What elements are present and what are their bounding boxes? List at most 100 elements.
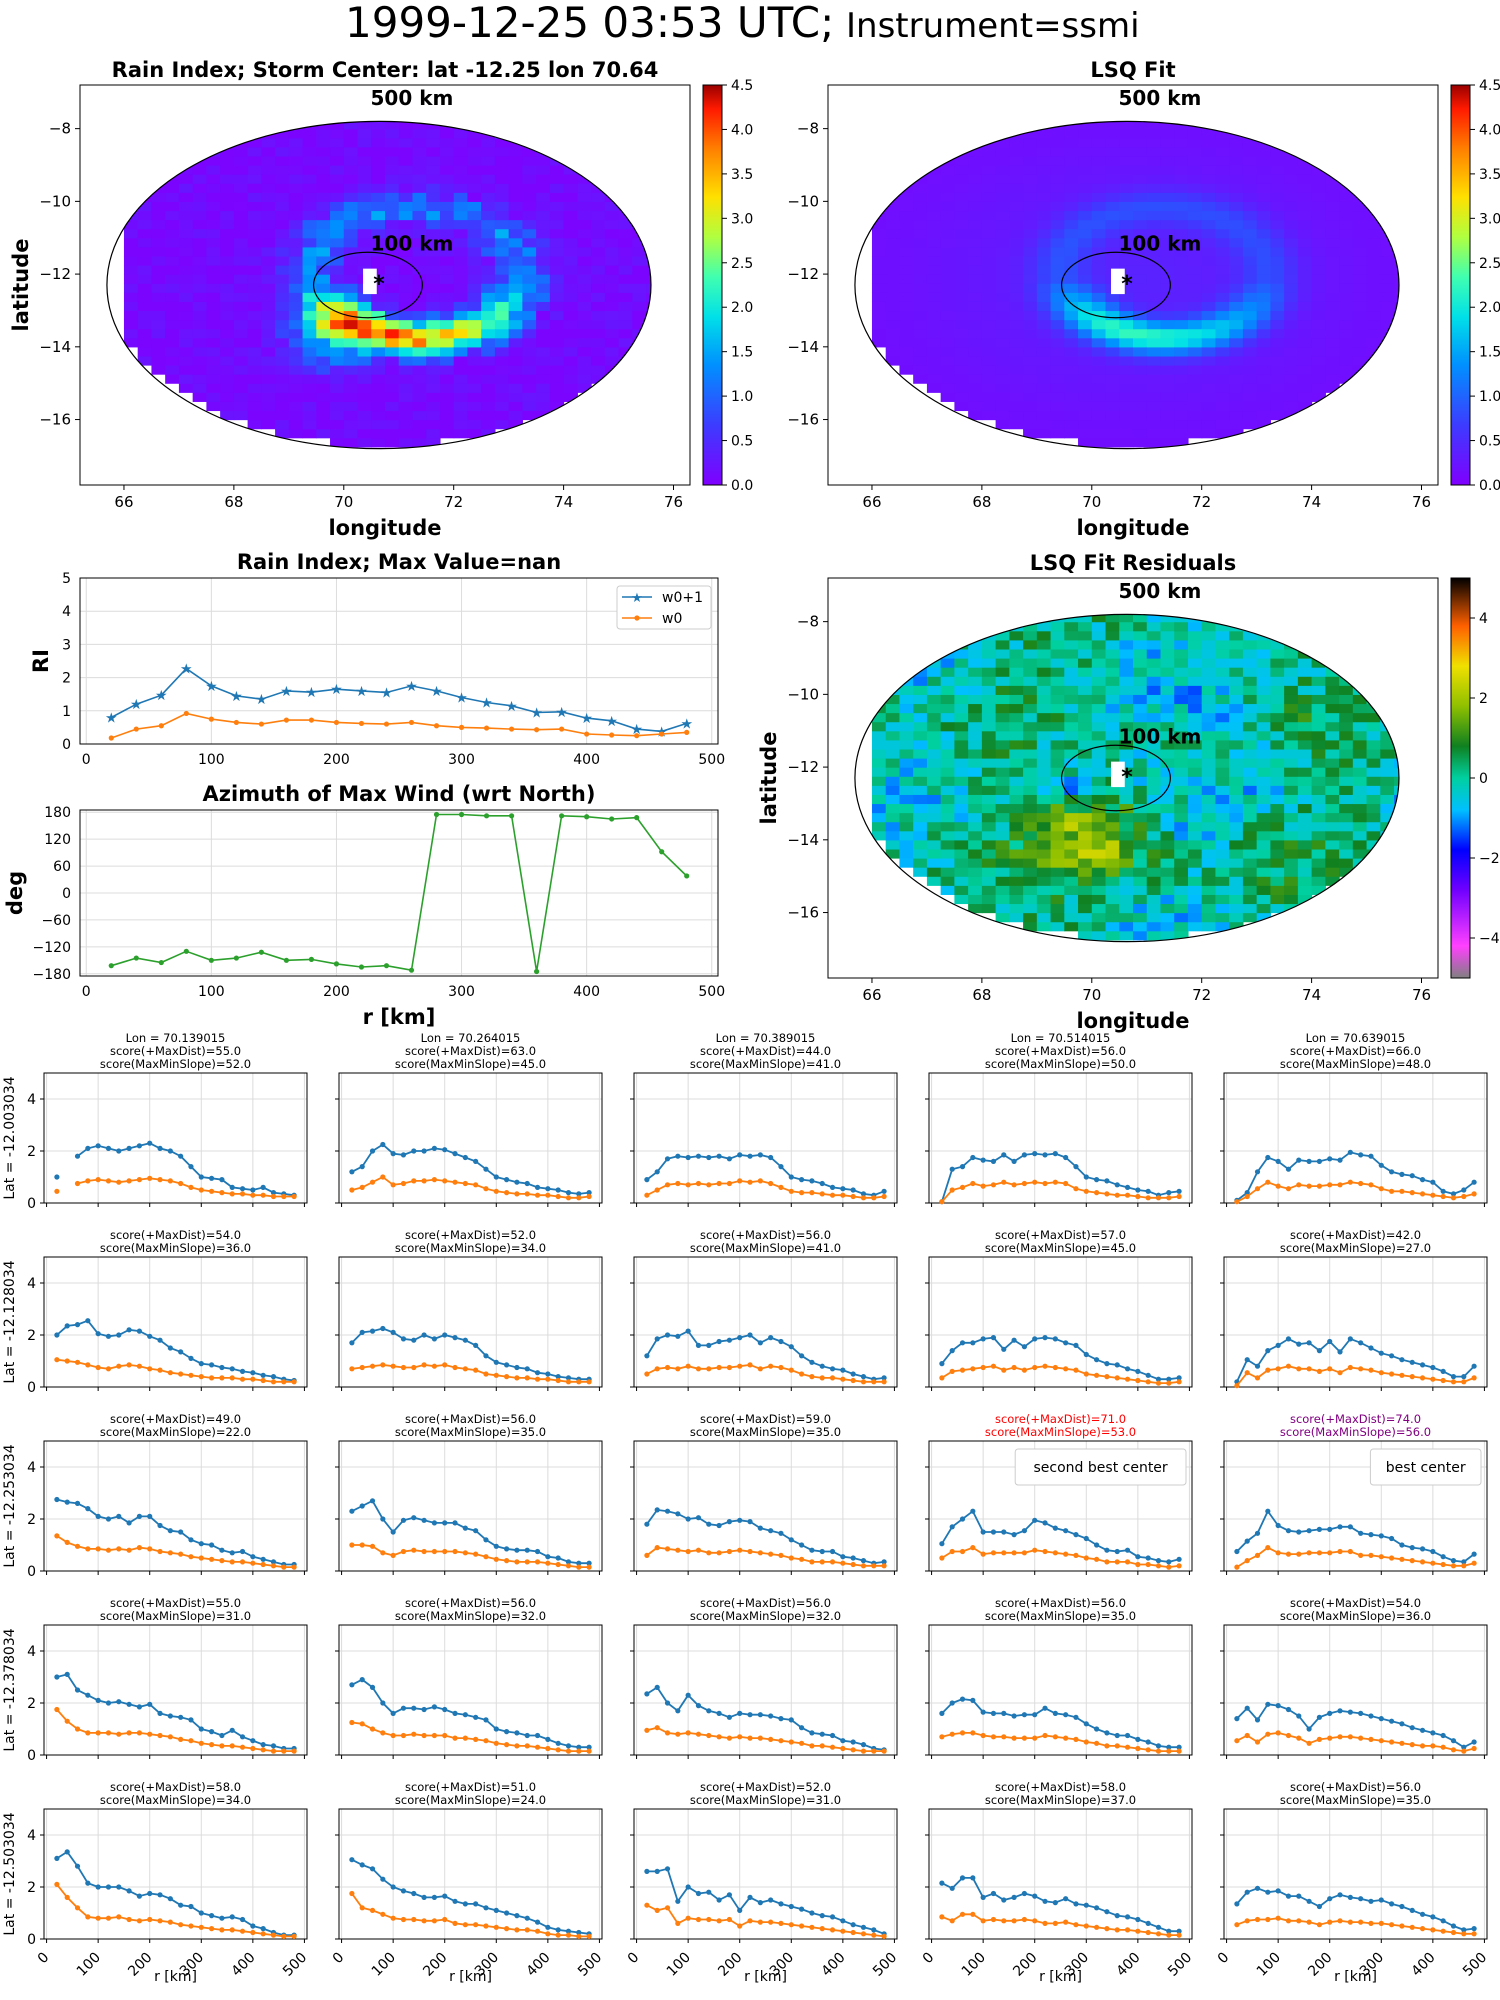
map-cell <box>481 355 496 366</box>
data-point <box>1135 1377 1141 1384</box>
data-point <box>1011 1364 1017 1371</box>
map-cell <box>302 228 317 239</box>
map-cell <box>1242 201 1258 212</box>
map-cell <box>940 858 955 868</box>
map-cell <box>1146 365 1162 375</box>
data-point <box>219 1743 225 1749</box>
map-cell <box>1036 921 1052 932</box>
map-cell <box>1297 274 1313 284</box>
map-cell <box>1133 721 1148 732</box>
map-cell <box>1009 301 1024 312</box>
series-line <box>56 1498 295 1566</box>
map-cell <box>1091 374 1107 384</box>
y-tick-label: 5 <box>62 571 71 587</box>
profile-panels: ★★★★★★★★★★★★★★★★★★★★★★★★0100200300400500… <box>3 550 725 1029</box>
map-cell <box>981 337 997 348</box>
map-cell <box>954 346 969 357</box>
panel-title: Rain Index; Storm Center: lat -12.25 lon… <box>112 58 659 82</box>
map-cell <box>954 803 969 814</box>
map-cell <box>220 401 235 412</box>
map-cell <box>426 419 441 430</box>
map-cell <box>1133 328 1148 339</box>
map-cell <box>1229 392 1244 402</box>
map-cell <box>995 794 1010 805</box>
map-cell <box>549 174 565 184</box>
map-cell <box>247 301 262 312</box>
map-cell <box>275 337 290 348</box>
map-cell <box>151 337 166 348</box>
data-point <box>959 1184 966 1190</box>
map-cell <box>1009 776 1024 786</box>
score-maxminslope: score(MaxMinSlope)=41.0 <box>690 1057 841 1071</box>
map-cell <box>981 365 997 375</box>
map-cell <box>968 803 983 814</box>
map-cell <box>1394 246 1399 257</box>
map-cell <box>1105 121 1120 130</box>
x-axis-label: r [km] <box>363 1005 436 1029</box>
data-point <box>483 1353 489 1359</box>
map-cell <box>1119 383 1134 393</box>
y-axis-label: RI <box>29 649 53 673</box>
map-cell <box>1023 174 1038 184</box>
map-cell <box>439 401 455 412</box>
data-point <box>534 1559 541 1565</box>
map-cell <box>1339 319 1354 330</box>
map-cell <box>1352 776 1368 786</box>
data-point <box>1430 1376 1436 1382</box>
data-point <box>1032 1517 1038 1523</box>
map-cell <box>247 283 262 293</box>
map-cell <box>1187 237 1203 248</box>
map-cell <box>357 174 372 184</box>
map-cell <box>1160 401 1175 412</box>
map-cell <box>1091 758 1107 768</box>
map-cell <box>1270 246 1285 257</box>
map-cell <box>1023 658 1038 668</box>
map-cell <box>426 401 441 412</box>
map-cell <box>913 812 928 823</box>
data-point <box>1275 1522 1281 1529</box>
map-cell <box>288 374 304 384</box>
data-point <box>659 849 665 855</box>
data-point <box>64 1718 70 1724</box>
map-cell <box>1064 401 1079 412</box>
map-cell <box>1105 730 1120 741</box>
data-point <box>757 1525 763 1531</box>
map-cell <box>899 703 914 714</box>
data-point <box>959 1548 966 1555</box>
map-cell <box>192 283 207 293</box>
map-cell <box>399 110 413 120</box>
map-cell <box>1187 694 1203 705</box>
map-cell <box>343 137 359 148</box>
map-cell <box>357 310 372 321</box>
map-cell <box>1078 121 1093 130</box>
map-cell <box>123 219 139 230</box>
y-tick-label: −10 <box>787 192 819 210</box>
map-cell <box>1270 894 1285 905</box>
data-point <box>1145 1555 1151 1561</box>
map-cell <box>316 219 331 230</box>
data-point <box>798 1177 805 1183</box>
map-cell <box>1036 703 1052 714</box>
map-cell <box>371 374 386 384</box>
map-cell <box>343 146 359 157</box>
map-cell <box>1064 219 1079 230</box>
map-cell <box>1270 885 1285 895</box>
data-point <box>706 1366 712 1372</box>
data-point <box>757 1152 763 1158</box>
map-cell <box>1050 128 1065 139</box>
data-point <box>411 1178 417 1184</box>
map-cell <box>940 867 955 877</box>
map-cell <box>1339 365 1354 375</box>
data-point <box>747 1362 753 1368</box>
data-point <box>1378 1350 1384 1356</box>
map-cell <box>1311 255 1326 266</box>
map-cell <box>1201 255 1217 266</box>
y-tick-label: −16 <box>787 904 819 922</box>
map-cell <box>1229 265 1244 275</box>
plot-frame <box>1223 1440 1488 1572</box>
map-cell <box>968 346 983 357</box>
map-cell <box>1133 848 1148 859</box>
map-cell <box>940 830 955 841</box>
map-cell <box>913 776 928 786</box>
map-cell <box>1187 676 1203 686</box>
